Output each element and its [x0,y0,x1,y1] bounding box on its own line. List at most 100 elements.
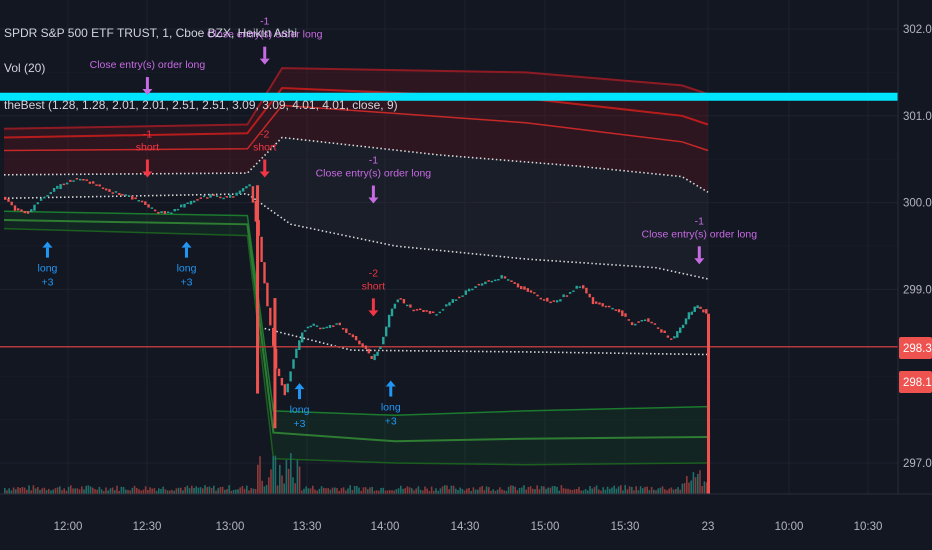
price-candle [140,200,144,203]
volume-bar [435,488,437,494]
price-candle [315,325,319,327]
volume-bar [331,487,334,494]
price-candle [345,328,348,333]
volume-bar [426,488,428,494]
volume-bar [30,490,32,494]
trade-marker-label: -1 [369,155,378,167]
trade-marker-label: -1 [143,129,152,141]
price-candle [624,313,627,317]
legend-symbol-title[interactable]: SPDR S&P 500 ETF TRUST, 1, Cboe BZX, Hei… [4,26,298,40]
volume-bar [483,490,486,494]
volume-bar [466,488,468,494]
volume-bar [481,486,483,494]
price-candle [82,179,85,181]
price-candle-drop [273,298,277,429]
price-candle [289,371,292,382]
legend-thebest-indicator[interactable]: theBest (1.28, 1.28, 2.01, 2.01, 2.51, 2… [4,98,398,112]
price-candle [640,320,643,322]
volume-bar [254,489,257,494]
arrow-down-icon [145,159,149,172]
trade-marker-label: +3 [385,416,397,428]
price-candle [546,297,549,302]
trade-marker-long[interactable]: long +3 [38,241,58,289]
white-dotted-lower-line [3,193,709,280]
price-candle [572,290,575,292]
price-candle [454,299,458,301]
volume-bar [158,488,160,494]
volume-bar [472,487,475,494]
arrow-down-icon [263,46,267,59]
price-candle [681,324,685,329]
volume-bar [32,485,35,494]
volume-bar [193,488,195,494]
volume-bar [325,488,327,494]
green-band-line-2 [3,219,709,443]
volume-bar [248,490,250,494]
price-candle [663,330,666,333]
price-candle [26,211,30,214]
price-candle [425,310,428,312]
volume-bar [701,486,703,494]
volume-bar [639,486,642,494]
volume-bar [633,490,635,494]
volume-bar [232,489,235,494]
trade-marker-long[interactable]: long +3 [177,241,197,289]
price-candle [10,201,13,206]
price-candle [358,340,361,345]
trade-marker-short[interactable]: Close entry(s) order long [90,59,206,96]
volume-bar [309,488,312,494]
price-candle [137,200,140,202]
price-candle [588,293,591,298]
legend-volume-indicator[interactable]: Vol (20) [4,61,46,75]
trade-marker-long[interactable]: long +3 [290,383,310,430]
volume-bar [358,487,360,494]
arrow-up-icon [42,241,53,248]
volume-bar [294,483,296,494]
arrow-down-icon [694,258,705,265]
price-candle [173,209,176,212]
price-candle [56,185,59,189]
price-candle [373,354,376,361]
price-candle [539,297,542,300]
price-candle [219,196,222,199]
price-candle [598,302,601,305]
volume-bar [4,488,6,494]
volume-bar [406,486,409,494]
volume-bar [180,487,182,494]
volume-bar [622,490,624,494]
price-candle [325,326,328,329]
price-candle [292,359,295,369]
volume-bar [400,485,402,494]
price-candle [419,308,422,310]
x-tick-label: 12:30 [133,521,162,533]
price-candle [301,332,304,343]
volume-bar [518,488,521,494]
volume-bar [296,460,299,494]
price-candle-drop [256,185,260,394]
volume-bar [688,482,690,494]
price-candle [196,199,199,201]
volume-bar [477,489,479,494]
price-candle [121,194,124,196]
volume-bar [303,488,305,494]
trade-marker-long[interactable]: long +3 [381,380,401,428]
volume-bar [448,489,450,494]
volume-bar [415,488,417,494]
volume-bar [686,476,688,494]
volume-bar [543,486,545,494]
volume-bar [391,490,393,494]
price-candle [280,377,284,386]
volume-bar [28,485,30,494]
volume-bar [34,488,37,494]
volume-bar [485,486,488,494]
volume-bar [217,488,219,494]
price-candle [361,343,364,348]
trade-marker-label: -1 [695,215,704,227]
